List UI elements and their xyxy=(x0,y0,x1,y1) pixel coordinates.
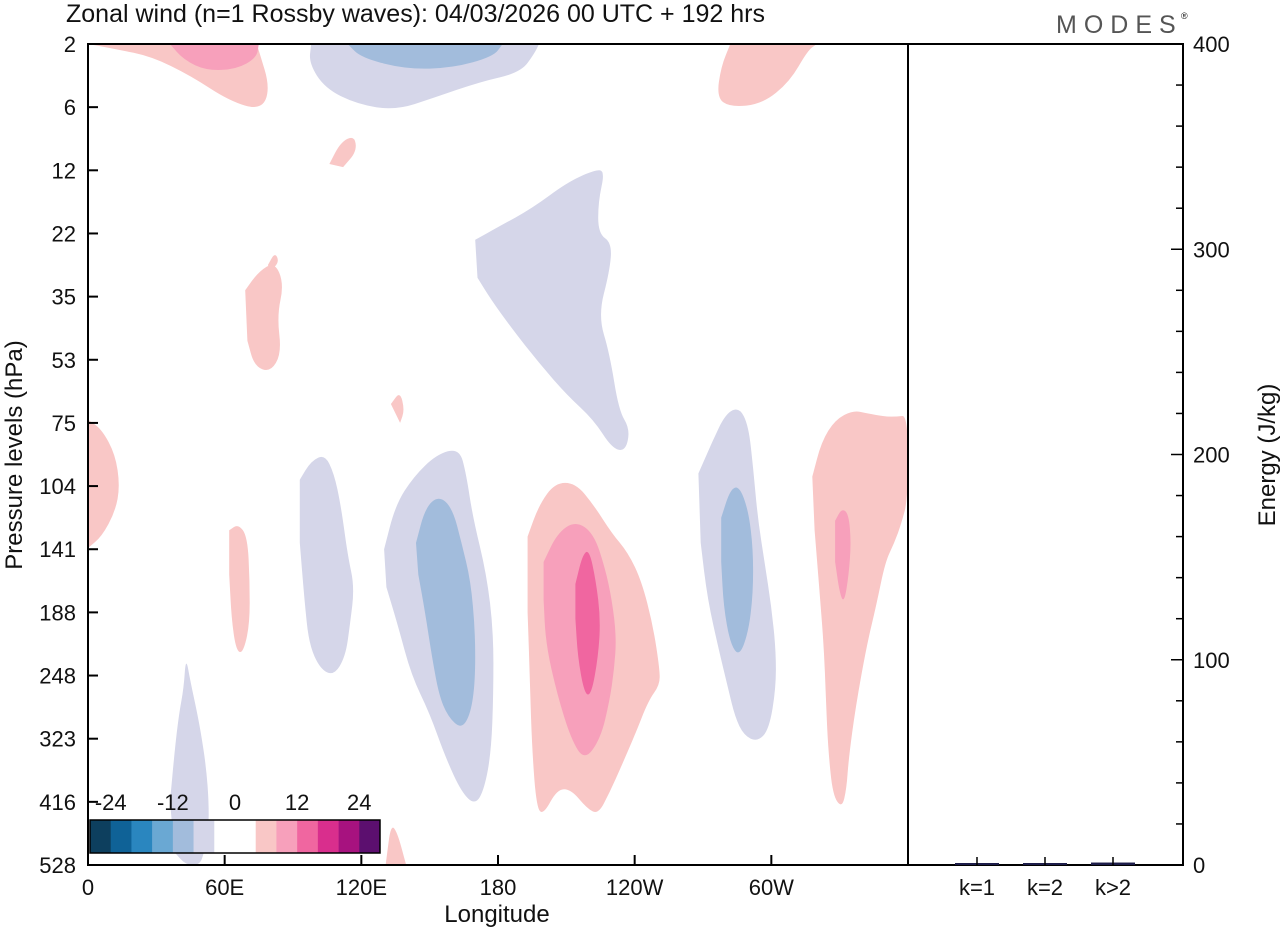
y-tick-label: 104 xyxy=(39,474,76,499)
x-axis: 0 60E 120E 180 120W 60W xyxy=(82,855,794,900)
colorbar-swatch xyxy=(338,820,360,853)
contour-neg-bottom-left xyxy=(170,663,209,865)
y-axis-label: Pressure levels (hPa) xyxy=(1,340,28,569)
colorbar-swatch xyxy=(131,820,153,853)
x-tick-label: 60W xyxy=(749,875,794,900)
energy-category-label: k=2 xyxy=(1027,875,1063,900)
x-tick-label: 120E xyxy=(336,875,387,900)
colorbar-label: 12 xyxy=(285,790,309,815)
contour-pos-top-left-core xyxy=(170,44,259,70)
brand-logo: MODES ® xyxy=(1056,11,1188,39)
colorbar-label: 24 xyxy=(347,790,371,815)
x-tick-label: 120W xyxy=(606,875,664,900)
y-tick-label: 141 xyxy=(39,537,76,562)
y-tick-label: 248 xyxy=(39,664,76,689)
colorbar-swatch xyxy=(152,820,174,853)
x-axis-label: Longitude xyxy=(444,901,549,928)
y-tick-label: 2 xyxy=(64,32,76,57)
colorbar-swatch xyxy=(359,820,381,853)
colorbar-swatch xyxy=(214,820,236,853)
contour-pos-small-75 xyxy=(390,395,404,423)
colorbar-swatch xyxy=(255,820,277,853)
energy-panel-frame xyxy=(907,43,1184,866)
energy-category-label: k>2 xyxy=(1095,875,1131,900)
y-tick-label: 188 xyxy=(39,600,76,625)
energy-tick-label: 300 xyxy=(1193,237,1230,262)
energy-tick-label: 200 xyxy=(1193,443,1230,468)
energy-category-label: k=1 xyxy=(959,875,995,900)
colorbar-swatch xyxy=(90,820,112,853)
colorbar-label: -12 xyxy=(157,790,189,815)
contour-neg-top-center-core xyxy=(347,44,503,69)
contour-pos-right-band xyxy=(812,411,908,805)
contour-pos-left-edge xyxy=(88,419,119,548)
y-tick-label: 416 xyxy=(39,790,76,815)
contour-plot xyxy=(88,44,908,865)
y-tick-label: 6 xyxy=(64,95,76,120)
y-tick-label: 528 xyxy=(39,853,76,878)
colorbar-swatch xyxy=(317,820,339,853)
contour-pos-top-right xyxy=(718,44,817,106)
colorbar-swatch xyxy=(235,820,257,853)
plot-frame xyxy=(87,43,909,866)
energy-tick-label: 0 xyxy=(1193,853,1205,878)
contour-neg-center-core xyxy=(416,498,476,726)
y-tick-label: 75 xyxy=(52,411,76,436)
energy-axis-label: Energy (J/kg) xyxy=(1254,384,1280,527)
contour-neg-left-band xyxy=(299,456,354,674)
brand-name: MODES xyxy=(1056,11,1183,39)
contour-pos-right-core xyxy=(835,510,851,600)
colorbar-swatch xyxy=(110,820,132,853)
x-tick-label: 0 xyxy=(82,875,94,900)
contour-neg-right-core xyxy=(721,487,754,653)
colorbar-swatch xyxy=(193,820,215,853)
colorbar-swatch xyxy=(276,820,298,853)
contour-neg-center-upper xyxy=(475,170,629,450)
colorbar-label: 0 xyxy=(229,790,241,815)
colorbar-swatch xyxy=(172,820,194,853)
colorbar-swatch xyxy=(297,820,319,853)
x-tick-label: 60E xyxy=(205,875,244,900)
energy-panel: 0 100 200 300 400 k=1 k=2 k>2 xyxy=(955,32,1230,900)
y-tick-label: 22 xyxy=(52,221,76,246)
y-tick-label: 53 xyxy=(52,348,76,373)
y-axis: 2 6 12 22 35 53 75 104 141 188 248 323 416 528 xyxy=(39,32,98,878)
y-tick-label: 12 xyxy=(52,158,76,183)
contour-neg-top-center xyxy=(309,44,539,109)
x-tick-label: 180 xyxy=(480,875,517,900)
colorbar: -24 -12 0 12 24 xyxy=(89,790,381,854)
colorbar-label: -24 xyxy=(95,790,127,815)
energy-tick-label: 100 xyxy=(1193,648,1230,673)
y-tick-label: 35 xyxy=(52,285,76,310)
contour-pos-bottom xyxy=(385,827,407,865)
contour-pos-left-band xyxy=(229,526,250,653)
contour-pos-left-35 xyxy=(245,265,282,371)
y-tick-label: 323 xyxy=(39,727,76,752)
contour-pos-center-core xyxy=(575,551,600,695)
contour-pos-small-12 xyxy=(329,137,356,168)
energy-tick-label: 400 xyxy=(1193,32,1230,57)
brand-mark: ® xyxy=(1181,11,1188,21)
colorbar-frame xyxy=(89,819,381,854)
chart-title: Zonal wind (n=1 Rossby waves): 04/03/202… xyxy=(66,0,765,28)
